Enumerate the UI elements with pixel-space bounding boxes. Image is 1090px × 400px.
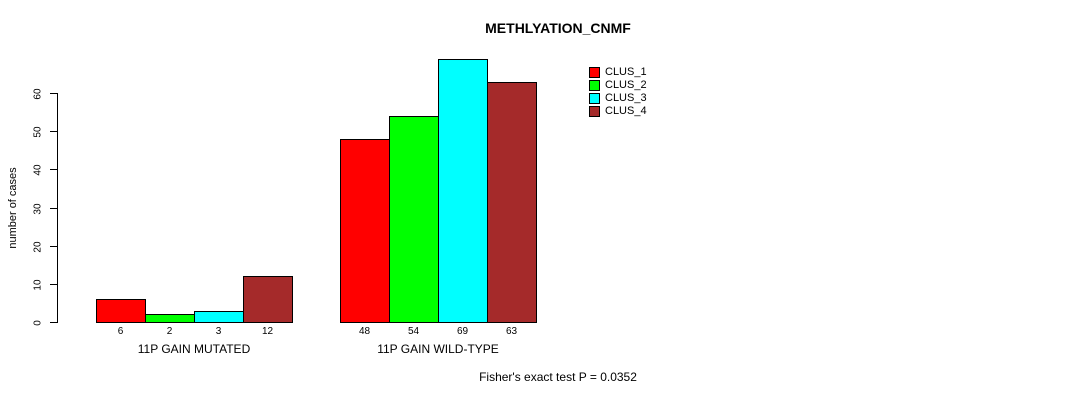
legend-swatch-clus_2 (589, 80, 600, 91)
annotation-fisher-test: Fisher's exact test P = 0.0352 (479, 370, 637, 384)
legend-label-clus_4: CLUS_4 (605, 105, 647, 117)
bar-clus_3-wild-type (438, 59, 488, 323)
y-tick-mark (50, 208, 57, 209)
chart-title: METHLYATION_CNMF (485, 20, 631, 36)
y-axis-label: number of cases (7, 167, 19, 249)
y-tick-label: 60 (32, 87, 44, 100)
bar-value-label: 3 (215, 326, 222, 337)
bar-value-label: 63 (505, 326, 518, 337)
bar-clus_2-mutated (145, 314, 195, 323)
bar-clus_2-wild-type (389, 116, 439, 323)
legend-swatch-clus_3 (589, 93, 600, 104)
y-tick-label: 50 (32, 125, 44, 138)
bar-value-label: 69 (456, 326, 469, 337)
y-tick-mark (50, 322, 57, 323)
legend-label-clus_2: CLUS_2 (605, 79, 647, 91)
bar-value-label: 48 (358, 326, 371, 337)
bar-value-label: 54 (407, 326, 420, 337)
y-tick-mark (50, 131, 57, 132)
bar-clus_1-mutated (96, 299, 146, 323)
y-tick-mark (50, 169, 57, 170)
legend-swatch-clus_4 (589, 106, 600, 117)
bar-clus_4-mutated (243, 276, 293, 323)
y-tick-label: 20 (32, 240, 44, 253)
y-tick-mark (50, 284, 57, 285)
legend-label-clus_3: CLUS_3 (605, 92, 647, 104)
bar-value-label: 2 (166, 326, 173, 337)
x-group-label: 11P GAIN MUTATED (137, 342, 251, 356)
legend-label-clus_1: CLUS_1 (605, 66, 647, 78)
y-tick-label: 0 (32, 319, 44, 326)
y-axis-line (57, 93, 58, 323)
bar-value-label: 6 (117, 326, 124, 337)
y-tick-mark (50, 93, 57, 94)
y-tick-label: 40 (32, 163, 44, 176)
bar-value-label: 12 (261, 326, 274, 337)
y-tick-label: 30 (32, 202, 44, 215)
y-tick-mark (50, 246, 57, 247)
bar-clus_4-wild-type (487, 82, 537, 323)
y-tick-label: 10 (32, 278, 44, 291)
bar-clus_1-wild-type (340, 139, 390, 323)
legend-swatch-clus_1 (589, 67, 600, 78)
bar-clus_3-mutated (194, 311, 244, 323)
x-group-label: 11P GAIN WILD-TYPE (377, 342, 499, 356)
